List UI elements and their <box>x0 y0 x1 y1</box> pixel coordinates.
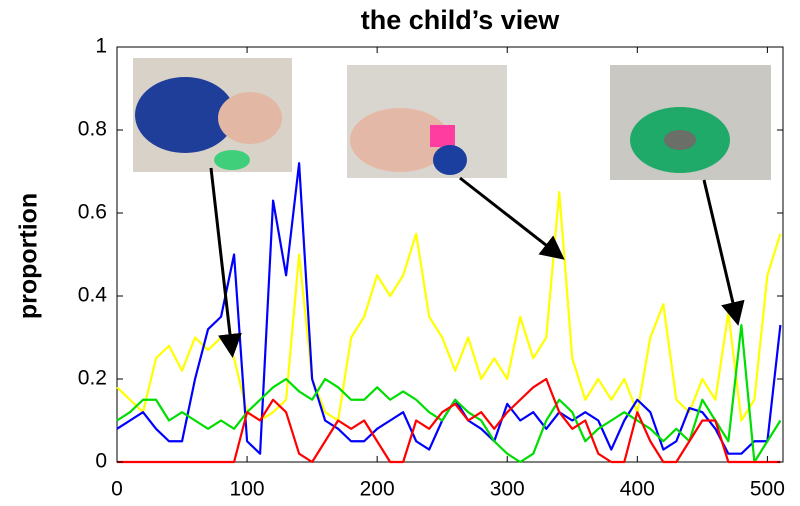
x-tick-label: 0 <box>111 478 123 501</box>
arrow <box>459 176 565 260</box>
photo <box>347 65 507 178</box>
y-tick-label: 0.6 <box>78 201 107 224</box>
x-tick-label: 500 <box>750 478 785 501</box>
chart-title: the child’s view <box>361 5 561 35</box>
arrow <box>702 179 745 326</box>
x-tick-label: 100 <box>230 478 265 501</box>
y-axis-label: proportion <box>15 193 43 319</box>
y-tick-label: 0 <box>95 450 107 473</box>
y-tick-label: 0.8 <box>78 118 107 141</box>
photo <box>133 58 292 172</box>
data-line <box>117 377 781 464</box>
x-tick-label: 400 <box>620 478 655 501</box>
photo <box>610 65 771 180</box>
x-tick-label: 200 <box>360 478 395 501</box>
y-tick-label: 0.2 <box>78 367 107 390</box>
arrow <box>209 167 242 358</box>
data-line <box>116 323 782 464</box>
y-tick-label: 1 <box>95 35 107 58</box>
y-tick-label: 0.4 <box>78 284 108 307</box>
x-tick-label: 300 <box>490 478 525 501</box>
